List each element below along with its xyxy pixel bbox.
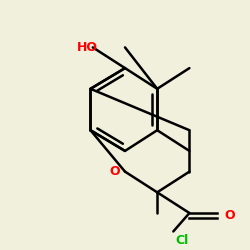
Text: HO: HO — [76, 41, 98, 54]
Text: O: O — [110, 165, 120, 178]
Text: Cl: Cl — [176, 234, 189, 247]
Text: O: O — [224, 209, 234, 222]
